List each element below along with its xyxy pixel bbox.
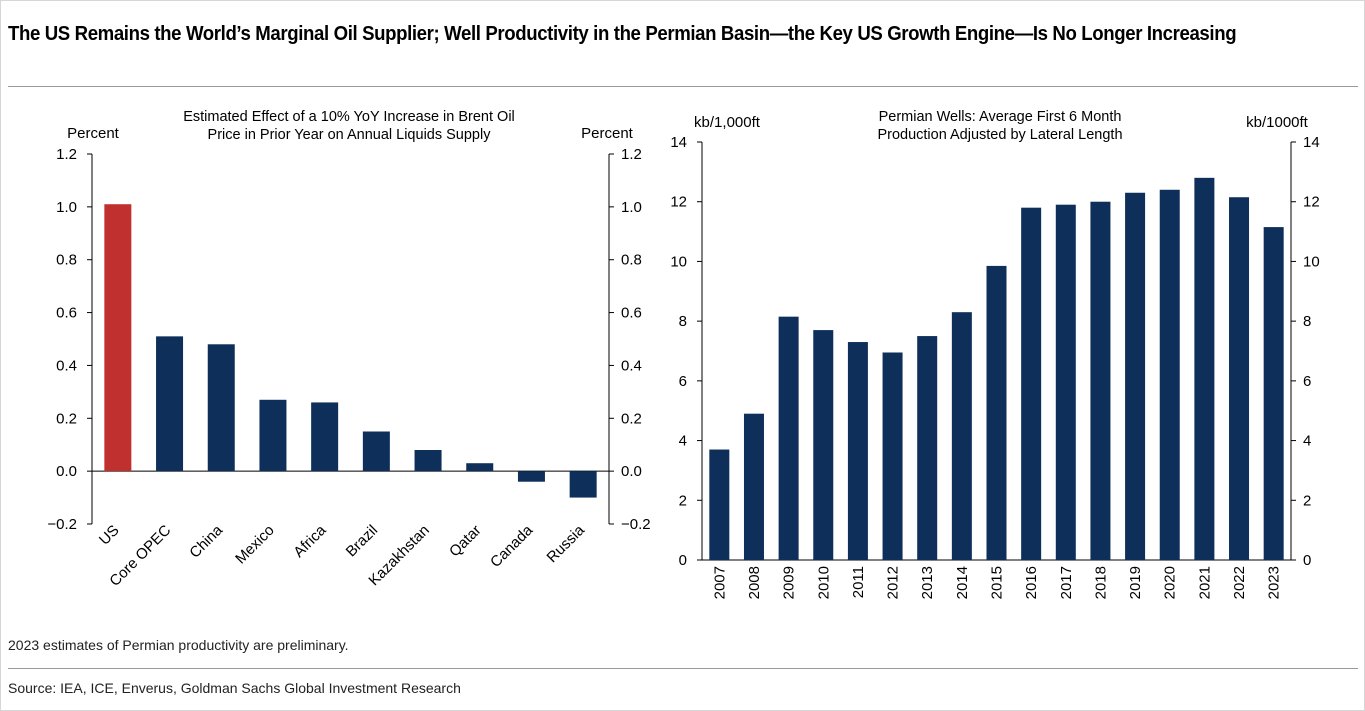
chart1-left-tick-label: 1.0 [56,199,77,216]
chart1-title-line-2: Price in Prior Year on Annual Liquids Su… [208,127,492,143]
chart2-category-label: 2012 [885,566,902,599]
chart2-bar-2021 [1194,177,1215,561]
chart2-right-tick-label: 12 [1303,194,1320,211]
chart1-bar-canada [517,471,545,482]
chart2-category-label: 2020 [1162,566,1179,599]
chart1-category-label: China [186,521,226,561]
chart2-left-tick-label: 12 [670,194,687,211]
chart2-bar-2008 [743,413,764,560]
chart1-left-tick-label: 0.4 [56,357,77,374]
chart2-bar-2017 [1055,204,1076,560]
chart2-bar-2011 [847,342,868,560]
chart1-left-axis-unit: Percent [67,125,120,142]
chart2-category-label: 2007 [711,566,728,599]
chart1-right-tick-label: 1.2 [621,146,642,163]
chart2-left-tick-label: 14 [670,134,687,151]
chart2-category-label: 2018 [1092,566,1109,599]
chart2-bar-2007 [709,449,730,560]
chart2-bar-2010 [813,330,834,560]
chart2-category-label: 2017 [1058,566,1075,599]
figure-title: The US Remains the World’s Marginal Oil … [8,23,1237,45]
chart1-bar-brazil [362,431,390,472]
chart1-bar-china [207,344,235,472]
chart2-category-label: 2011 [850,566,867,598]
chart2-bar-2009 [778,316,799,560]
chart2-right-tick-label: 10 [1303,253,1320,270]
chart1-left-tick-label: 0.6 [56,305,77,322]
chart1-right-tick-label: 0.2 [621,410,642,427]
chart2-bar-2016 [1021,207,1042,560]
chart2-left-tick-label: 2 [679,492,687,509]
chart2-bar-2018 [1090,201,1111,560]
chart2-bar-2022 [1229,197,1250,560]
chart1-category-label: Mexico [232,522,278,568]
chart2-left-tick-label: 4 [679,433,687,450]
chart1-left-tick-label: 0.8 [56,252,77,269]
chart1-bar-mexico [259,399,287,472]
chart1-right-tick-label: 0.6 [621,305,642,322]
chart2-category-label: 2010 [815,566,832,599]
footnote: 2023 estimates of Permian productivity a… [8,637,349,653]
source-line: Source: IEA, ICE, Enverus, Goldman Sachs… [8,680,461,696]
chart1-bar-kazakhstan [414,450,442,472]
chart1-bar-africa [311,402,339,472]
chart1-right-tick-label: 1.0 [621,199,642,216]
chart1-left-tick-label: −0.2 [47,516,77,533]
chart2-bar-2020 [1159,189,1180,560]
chart2-category-label: 2008 [746,566,763,599]
chart2-left-tick-label: 0 [679,552,687,569]
chart1-right-tick-label: 0.4 [621,357,642,374]
chart2-category-label: 2022 [1231,566,1248,599]
chart1-bar-russia [569,471,597,498]
chart2-category-label: 2023 [1266,566,1283,599]
chart2-left-tick-label: 6 [679,373,687,390]
title-divider [8,86,1358,87]
chart1-left-tick-label: 0.0 [56,463,77,480]
chart2-left-tick-label: 8 [679,313,687,330]
chart1-category-label: Canada [487,521,537,571]
chart2-right-tick-label: 8 [1303,313,1311,330]
chart2-category-label: 2019 [1127,566,1144,599]
chart2-right-tick-label: 14 [1303,134,1320,151]
chart2-right-axis-unit: kb/1000ft [1246,114,1309,131]
chart2-left-axis-unit: kb/1,000ft [694,114,761,131]
chart1-bar-us [104,204,132,472]
chart1-bar-core-opec [156,336,184,472]
chart1-title-line-1: Estimated Effect of a 10% YoY Increase i… [183,109,515,125]
chart2-right-tick-label: 2 [1303,492,1311,509]
chart2-bar-2014 [951,312,972,560]
chart2-category-label: 2009 [781,566,798,599]
chart2-category-label: 2021 [1196,566,1213,599]
chart2-title-line-1: Permian Wells: Average First 6 Month [879,109,1122,125]
chart2-bar-2015 [986,265,1007,560]
chart2-category-label: 2013 [919,566,936,599]
chart1-left-tick-label: 1.2 [56,146,77,163]
chart2-right-tick-label: 0 [1303,552,1311,569]
chart2-category-label: 2014 [954,566,971,599]
chart1-right-tick-label: −0.2 [621,516,651,533]
chart2-title-line-2: Production Adjusted by Lateral Length [877,127,1122,143]
chart2-left-tick-label: 10 [670,253,687,270]
chart1-right-tick-label: 0.0 [621,463,642,480]
footer-divider [8,668,1358,669]
chart2-category-label: 2016 [1023,566,1040,599]
chart1-category-label: Africa [290,521,330,561]
chart2-bar-2023 [1263,227,1284,561]
chart1-left-tick-label: 0.2 [56,410,77,427]
chart2-bar-2019 [1125,192,1146,560]
chart2-bar-2013 [917,336,938,560]
chart2-right-tick-label: 4 [1303,433,1311,450]
chart1-category-label: Brazil [343,522,382,561]
chart1-category-label: Qatar [446,522,485,561]
chart1-bar-qatar [466,463,494,472]
chart1-category-label: US [96,522,123,549]
chart2-bar-2012 [882,352,903,560]
chart2-right-tick-label: 6 [1303,373,1311,390]
chart1-right-tick-label: 0.8 [621,252,642,269]
chart1-category-label: Russia [544,521,589,566]
chart1-right-axis-unit: Percent [581,125,634,142]
chart2-category-label: 2015 [989,566,1006,599]
